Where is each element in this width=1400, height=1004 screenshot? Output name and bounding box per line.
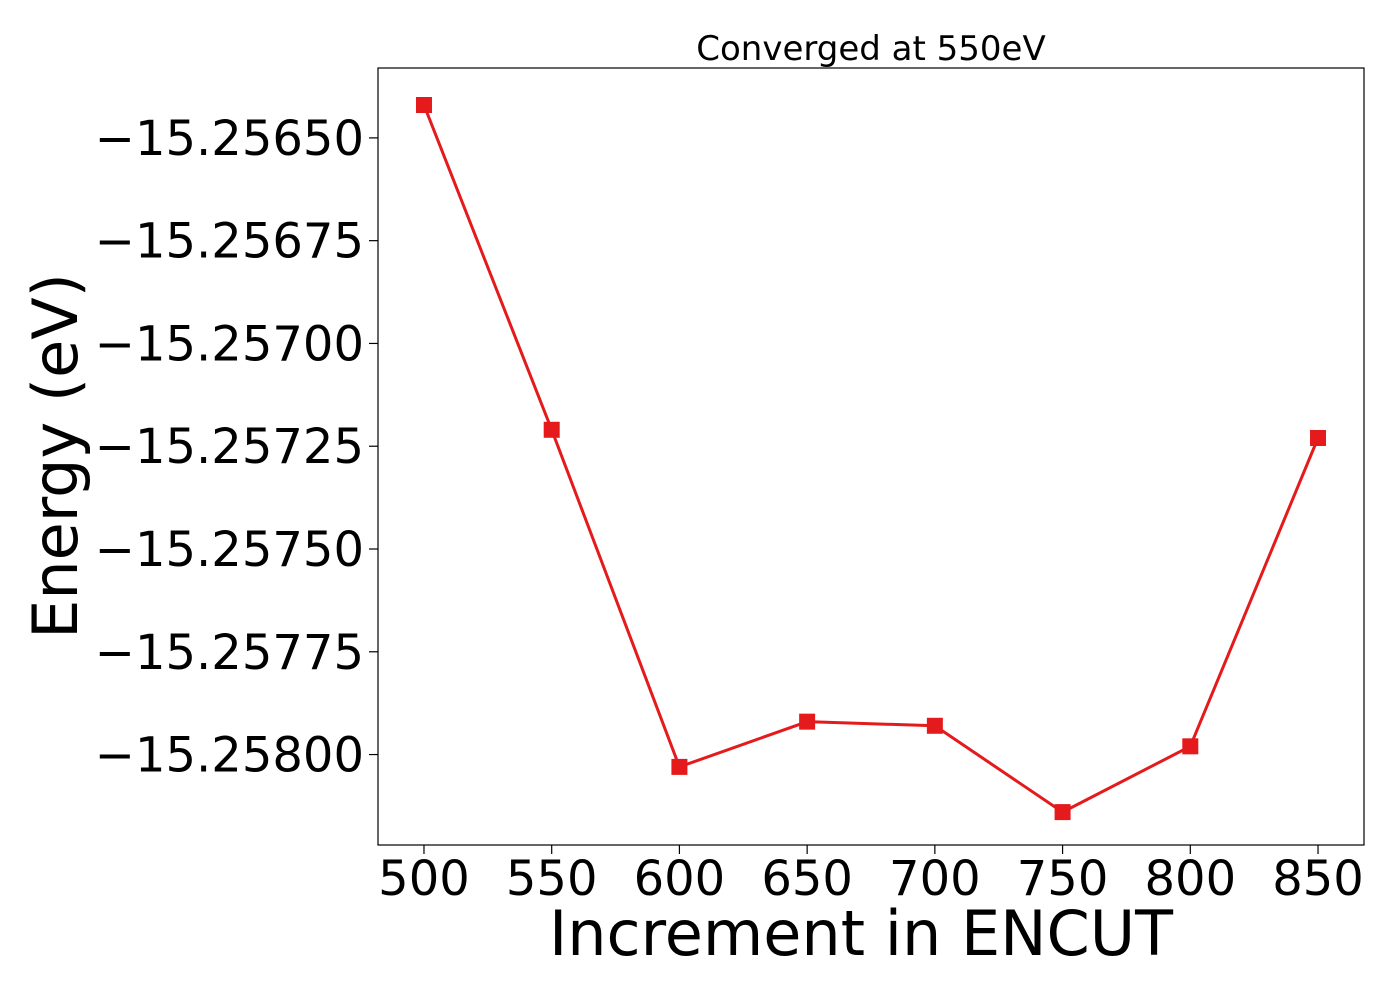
x-tick-label: 650 [761,851,853,907]
data-point [415,97,432,113]
chart-title: Converged at 550eV [696,29,1045,69]
y-tick-label: −15.25750 [95,522,364,578]
data-point [799,713,816,730]
plot-frame [377,67,1365,846]
x-tick-label: 700 [889,851,981,907]
y-axis: −15.25650 −15.25675 −15.25700 −15.25725 −15.… [95,111,378,784]
x-tick-label: 600 [634,851,726,907]
series-line [422,104,1320,814]
x-axis-label: Increment in ENCUT [549,897,1174,970]
x-tick-label: 800 [1144,851,1236,907]
y-tick-label: −15.25700 [95,316,364,372]
y-tick-label: −15.25725 [95,419,364,475]
y-axis-label: Energy (eV) [19,273,92,639]
data-point [926,717,943,734]
y-tick-label: −15.25775 [95,625,364,681]
data-point [1054,804,1071,821]
y-tick-label: −15.25800 [95,728,364,784]
y-tick-label: −15.25675 [95,214,364,270]
x-tick-label: 850 [1272,851,1364,907]
x-axis: 500 550 600 650 700 750 800 850 [378,845,1364,907]
x-tick-label: 550 [506,851,598,907]
y-tick-label: −15.25650 [95,111,364,167]
x-tick-label: 750 [1017,851,1109,907]
x-tick-label: 500 [378,851,470,907]
data-point [671,758,688,775]
series-layer [415,97,1327,821]
data-point [1182,738,1199,755]
data-point [543,421,560,438]
data-point [1310,430,1327,446]
